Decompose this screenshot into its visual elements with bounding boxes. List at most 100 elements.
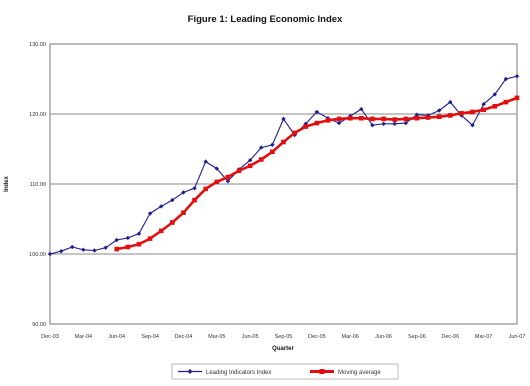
data-point <box>392 117 397 122</box>
data-point <box>114 237 119 243</box>
data-point <box>170 197 175 203</box>
data-point <box>503 76 509 82</box>
legend-label-moving-average: Moving average <box>338 370 381 376</box>
data-point <box>303 124 309 129</box>
data-point <box>336 116 342 122</box>
data-point <box>181 190 186 195</box>
data-point <box>214 179 220 185</box>
x-tick-label: Mar-07 <box>475 334 492 340</box>
data-point <box>81 247 86 252</box>
x-tick-label: Mar-06 <box>342 334 359 340</box>
data-point <box>181 210 186 215</box>
data-point <box>247 158 253 163</box>
data-point <box>459 111 464 116</box>
x-tick-label: Jun-05 <box>242 334 259 340</box>
data-point <box>370 123 375 128</box>
x-tick-label: Mar-05 <box>208 334 225 340</box>
y-tick-label: 100.00 <box>29 252 46 258</box>
data-point <box>136 241 142 247</box>
data-point <box>103 245 108 250</box>
data-point <box>47 251 53 257</box>
data-point <box>225 174 231 180</box>
data-point <box>403 116 409 122</box>
data-point <box>192 186 197 191</box>
data-point <box>514 95 520 101</box>
legend-marker-diamond <box>187 369 193 374</box>
series-moving-average <box>114 95 520 252</box>
data-point <box>247 163 253 169</box>
data-point <box>270 142 275 147</box>
data-point <box>203 186 208 192</box>
data-point <box>70 244 75 250</box>
legend-box <box>171 363 399 380</box>
x-axis-label: Quarter <box>272 346 294 352</box>
data-point <box>370 116 375 122</box>
data-point <box>136 231 142 236</box>
legend-marker-square <box>319 369 325 374</box>
data-point <box>414 112 420 117</box>
series-leading-indicators-index <box>47 74 520 257</box>
data-point <box>448 99 453 105</box>
y-tick-label: 90.00 <box>32 322 46 328</box>
x-tick-label: Dec-06 <box>441 334 459 340</box>
x-tick-label: Sep-05 <box>275 334 293 340</box>
data-point <box>347 115 353 121</box>
data-point <box>125 235 131 241</box>
data-point <box>381 116 386 122</box>
data-point <box>114 246 120 252</box>
data-point <box>281 139 286 145</box>
data-point <box>359 106 364 112</box>
data-point <box>125 244 131 250</box>
data-point <box>492 92 497 97</box>
data-point <box>147 211 153 216</box>
data-point <box>158 228 164 234</box>
x-tick-label: Jun-07 <box>509 334 526 340</box>
data-point <box>325 118 331 123</box>
data-point <box>336 120 342 126</box>
y-tick-label: 130.00 <box>29 42 46 48</box>
data-point <box>259 145 264 150</box>
data-point <box>225 179 231 184</box>
x-tick-label: Jun-06 <box>375 334 392 340</box>
data-point <box>359 115 364 121</box>
data-point <box>281 116 286 122</box>
data-point <box>314 109 320 115</box>
data-point <box>503 99 509 105</box>
data-point <box>436 114 442 120</box>
x-tick-label: Dec-05 <box>308 334 326 340</box>
data-point <box>158 204 164 209</box>
y-tick-label: 120.00 <box>29 112 46 118</box>
data-point <box>314 120 320 126</box>
data-point <box>214 166 219 171</box>
data-point <box>236 168 242 173</box>
chart-title: Figure 1: Leading Economic Index <box>188 14 343 25</box>
data-point <box>447 113 453 118</box>
data-point <box>481 102 486 107</box>
data-point <box>203 159 208 164</box>
data-point <box>270 149 275 155</box>
data-point <box>392 121 397 126</box>
legend-label-leading-indicators: Leading Indicators Index <box>206 370 271 376</box>
data-point <box>192 197 197 203</box>
x-tick-label: Dec-03 <box>41 334 59 340</box>
data-point <box>381 121 386 126</box>
x-tick-label: Dec-04 <box>175 334 193 340</box>
data-point <box>170 220 175 225</box>
data-point <box>492 104 498 109</box>
data-point <box>436 108 442 113</box>
data-point <box>258 157 264 162</box>
y-axis-label: Index <box>4 176 10 192</box>
data-point <box>470 123 475 128</box>
x-tick-label: Jun-04 <box>108 334 125 340</box>
y-tick-label: 110.00 <box>30 182 46 188</box>
data-point <box>470 109 475 115</box>
data-point <box>58 249 64 254</box>
legend: Leading Indicators Index Moving average <box>171 363 399 380</box>
gridlines <box>50 113 517 255</box>
data-point <box>92 248 97 253</box>
x-tick-label: Mar-04 <box>75 334 92 340</box>
y-axis-tick-labels: 90.00 100.00 110.00 120.00 130.00 <box>29 42 46 328</box>
x-tick-label: Sep-06 <box>408 334 426 340</box>
